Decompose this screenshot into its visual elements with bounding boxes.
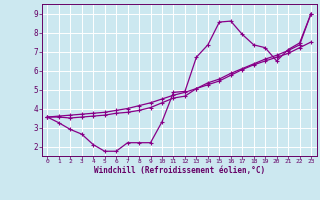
X-axis label: Windchill (Refroidissement éolien,°C): Windchill (Refroidissement éolien,°C) xyxy=(94,166,265,175)
